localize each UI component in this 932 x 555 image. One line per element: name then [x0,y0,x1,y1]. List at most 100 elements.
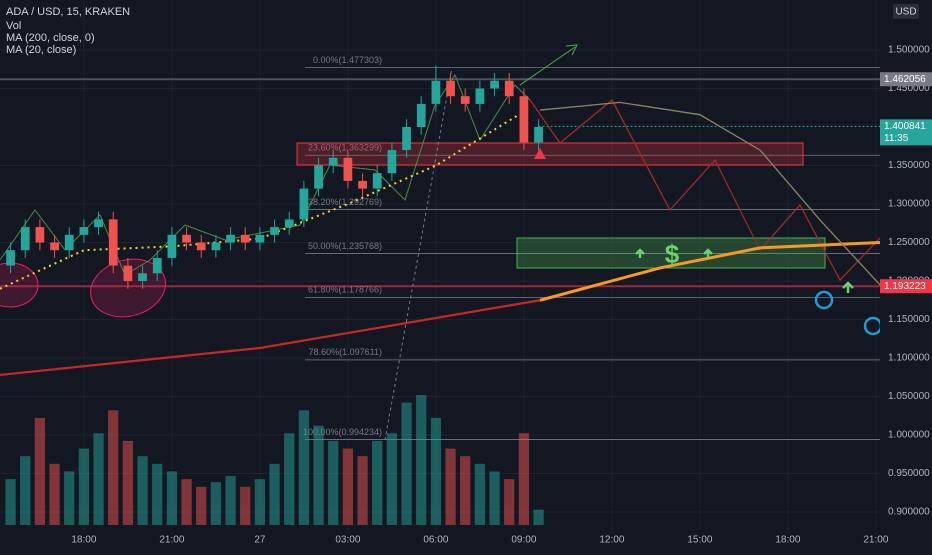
x-tick-label: 21:00 [863,535,888,546]
up-arrow [703,248,713,258]
x-tick-label: 15:00 [687,535,712,546]
x-tick-label: 12:00 [599,535,624,546]
fib-label: 38.20%(1.292769) [308,197,382,207]
volume-bar [416,395,427,525]
volume-bar [298,410,310,525]
volume-bar [474,463,486,525]
candle-body [79,227,89,235]
volume-bar [460,456,471,525]
volume-bar [284,433,295,525]
candle-body [416,103,426,127]
volume-bar [137,456,148,525]
candle-body [402,127,411,151]
clock-icon [814,290,834,310]
candle-body [475,88,485,104]
candle-body [255,234,265,243]
x-tick-label: 09:00 [511,535,536,546]
candle-body [94,219,103,228]
y-tick-label: 1.500000 [888,45,930,56]
volume-bar [445,448,456,525]
legend-ma: MA (20, close) [6,44,76,56]
candle-body [108,219,118,266]
price-badge [880,119,932,146]
candle-body [182,234,191,243]
volume-bar [240,486,251,525]
price-label: 1.193223 [884,281,926,292]
price-label: 1.462056 [884,74,926,85]
candle-body [50,242,59,251]
candle-body [270,227,279,235]
fib-label: 61.80%(1.178766) [308,285,382,295]
candle-body [343,157,353,181]
candle-body [358,180,367,189]
candle-body [6,250,15,266]
volume-bar [225,476,236,525]
volume-bar [357,456,368,525]
volume-bar [254,479,266,525]
volume-bar [328,440,339,525]
legend-title: ADA / USD, 15, KRAKEN [6,6,130,18]
candle-body [226,234,235,243]
volume-bar [401,402,412,525]
candle-body [299,188,309,220]
candle-body [446,80,455,97]
warning-icon [534,148,546,159]
projection-curve [539,241,881,302]
y-tick-label: 1.250000 [888,237,930,248]
y-tick-label: 0.900000 [888,507,930,518]
candle-body [152,257,162,274]
volume-bar [196,486,207,525]
price-label: 1.400841 [884,121,926,132]
candle-body [284,219,294,228]
price-badge [880,72,932,87]
price-time: 11:35 [884,133,909,144]
candle-body [64,234,74,251]
fib-label: 0.00%(1.477303) [313,55,382,65]
y-tick-label: 1.300000 [888,199,930,210]
x-tick-label: 21:00 [159,535,184,546]
fib-label: 23.60%(1.363299) [308,143,382,153]
volume-bar [210,482,222,525]
dollar-icon: $ [665,239,680,269]
candle-body [240,234,250,243]
volume-bar [20,456,31,525]
x-tick-label: 06:00 [423,535,448,546]
candle-body [372,173,382,189]
candle-body [35,227,45,243]
fib-label: 78.60%(1.097611) [309,347,382,357]
price-axis [880,0,932,550]
x-tick-label: 03:00 [335,535,360,546]
volume-bar [152,463,163,525]
candle-body [123,265,133,281]
candle-body [20,227,30,251]
candle-body [519,96,529,143]
candle-body [431,80,441,104]
arrow-line [519,46,576,86]
candle-body [460,96,470,104]
x-tick-label: 18:00 [775,535,800,546]
volume-bar [372,440,383,525]
volume-bar [342,448,354,525]
volume-bar [430,417,442,525]
moving-average [0,299,541,377]
legend-volume: Vol [6,20,21,32]
y-tick-label: 1.350000 [888,160,930,171]
candle-body [504,80,514,97]
x-tick-label: 18:00 [71,535,96,546]
axes: 1.500000 1.450000 1.350000 1.300000 1.250000… [71,45,932,546]
candle-body [196,242,206,251]
projection-curve [539,101,881,286]
volume-bar [108,410,119,525]
candle-body [138,273,147,281]
volume-bar [181,479,192,525]
volume-bar [166,471,178,525]
volume-bar [49,463,60,525]
volume-bar [386,433,398,525]
y-tick-label: 1.050000 [888,391,930,402]
y-tick-label: 1.000000 [888,430,930,441]
currency-badge [893,4,919,19]
volume-bar [489,471,500,525]
plot [0,65,881,525]
fib-label: 50.00%(1.235768) [308,241,382,251]
